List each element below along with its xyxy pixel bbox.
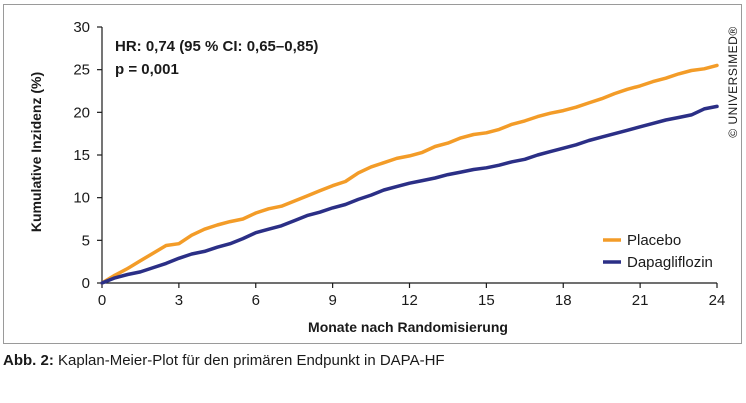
x-tick-label: 0: [98, 292, 106, 309]
y-tick-label: 0: [82, 275, 90, 292]
hazard-ratio-annotation: HR: 0,74 (95 % CI: 0,65–0,85): [115, 38, 318, 55]
series-line-placebo: [100, 63, 719, 285]
y-tick-label: 10: [73, 190, 90, 207]
universimed-watermark: © UNIVERSIMED®: [726, 26, 740, 137]
p-value-annotation: p = 0,001: [115, 61, 179, 78]
legend-label-dapagliflozin: Dapagliflozin: [627, 254, 713, 271]
caption-text: Kaplan-Meier-Plot für den primären Endpu…: [53, 352, 445, 369]
y-tick-label: 5: [82, 232, 90, 249]
x-tick-label: 9: [328, 292, 336, 309]
y-axis-ticks: 0 5 10 15 20 25 30: [73, 19, 102, 292]
y-tick-label: 15: [73, 147, 90, 164]
x-tick-label: 18: [555, 292, 572, 309]
figure-frame: [3, 4, 742, 344]
series-lines: [100, 63, 719, 285]
x-axis-title: Monate nach Randomisierung: [308, 319, 508, 335]
caption-label: Abb. 2:: [3, 352, 54, 369]
series-line-dapagliflozin: [100, 104, 719, 285]
kaplan-meier-chart: 0 5 10 15 20 25 30 0 3 6 9 12 15 18 21 24 HR: 0,74 (95…: [28, 19, 740, 335]
x-tick-label: 24: [709, 292, 726, 309]
x-tick-label: 6: [252, 292, 260, 309]
x-tick-label: 15: [478, 292, 495, 309]
y-tick-label: 30: [73, 19, 90, 36]
x-tick-label: 21: [632, 292, 649, 309]
x-axis-ticks: 0 3 6 9 12 15 18 21 24: [98, 283, 726, 309]
y-tick-label: 25: [73, 62, 90, 79]
x-tick-label: 3: [175, 292, 183, 309]
x-tick-label: 12: [401, 292, 418, 309]
figure-caption: Abb. 2: Kaplan-Meier-Plot für den primär…: [3, 352, 445, 369]
legend: Placebo Dapagliflozin: [603, 232, 713, 271]
y-axis-title: Kumulative Inzidenz (%): [28, 72, 44, 232]
legend-label-placebo: Placebo: [627, 232, 681, 249]
y-tick-label: 20: [73, 104, 90, 121]
